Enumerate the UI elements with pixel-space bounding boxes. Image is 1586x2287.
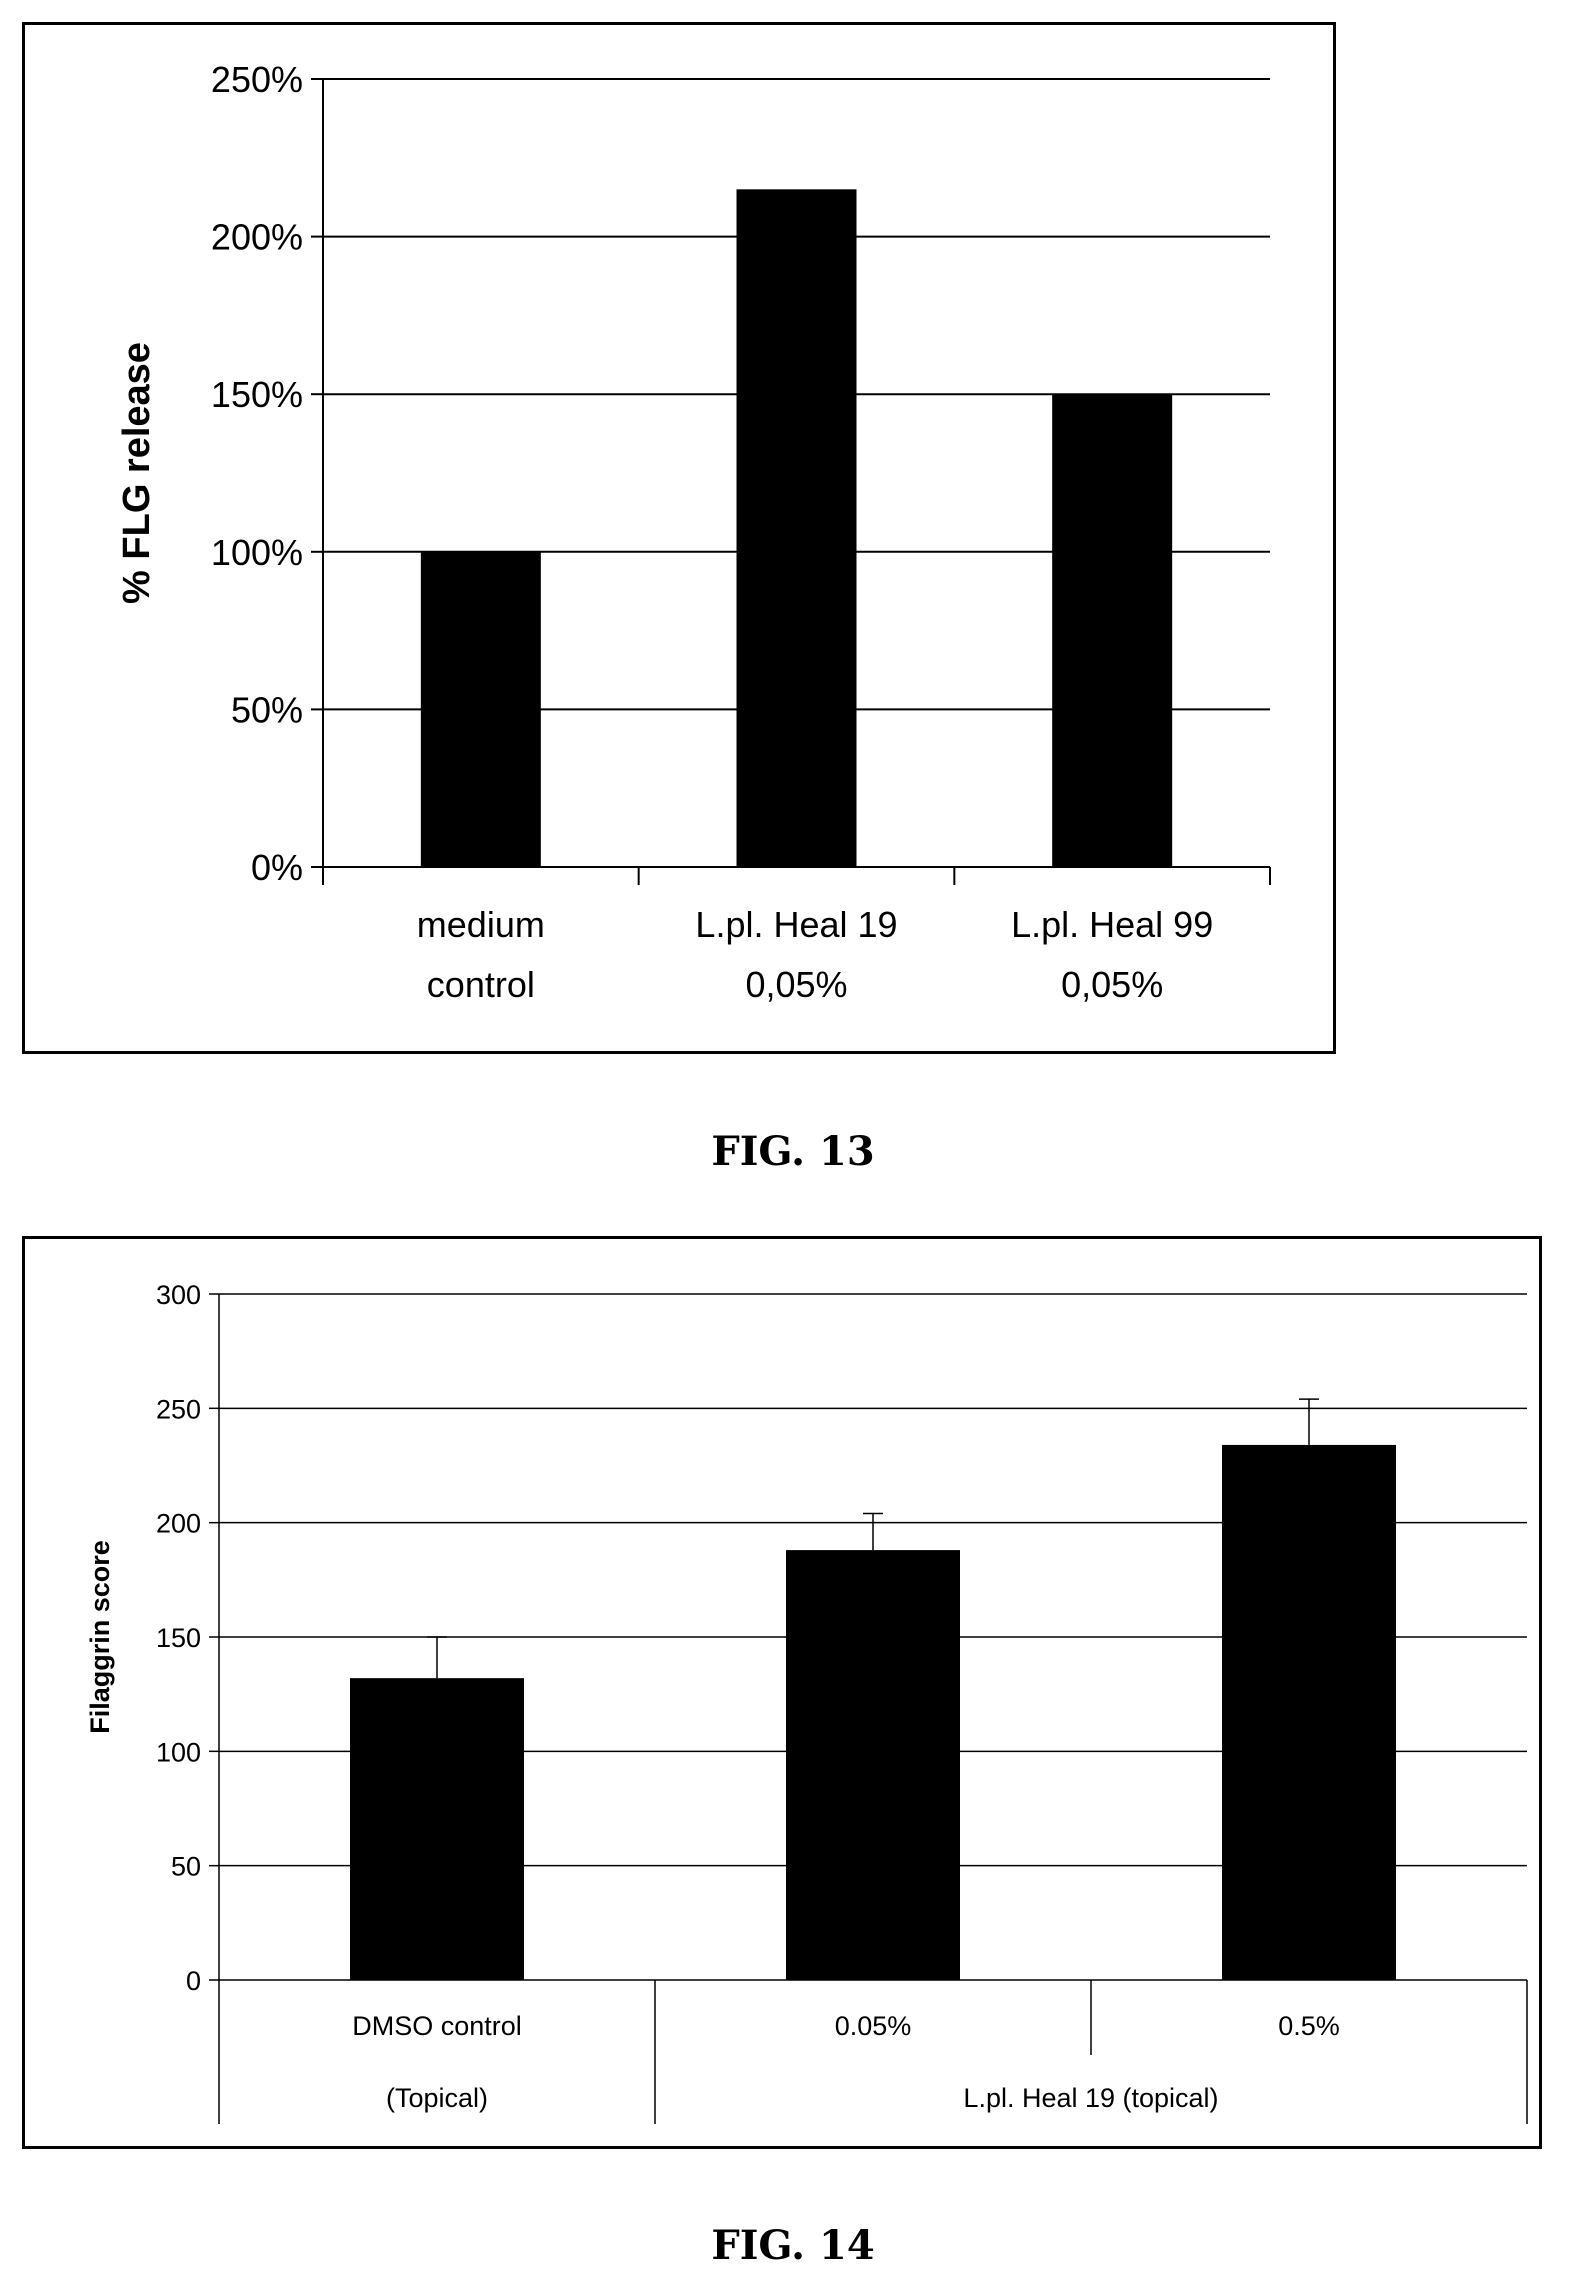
bar: [736, 189, 857, 867]
y-tick-label: 250: [156, 1394, 201, 1424]
bar: [350, 1678, 524, 1980]
fig14-chart: 0 50 100 150 200 250 300 DMSO control 0.05% 0.5% (…: [85, 1280, 1528, 2124]
fig13-chart-frame: 0% 50% 100% 150% 200% 250% medium control L.pl. …: [22, 22, 1336, 1054]
x-category-label: 0,05%: [1061, 964, 1163, 1005]
y-tick-label: 250%: [211, 59, 303, 100]
x-category-label: 0,05%: [745, 964, 847, 1005]
fig14-chart-frame: 0 50 100 150 200 250 300 DMSO control 0.05% 0.5% (…: [22, 1236, 1542, 2149]
y-tick-label: 300: [156, 1280, 201, 1310]
bar: [1222, 1444, 1396, 1980]
y-tick-label: 150: [156, 1623, 201, 1653]
x-category-label: L.pl. Heal 99: [1011, 904, 1213, 945]
y-tick-label: 100: [156, 1737, 201, 1767]
y-tick-label: 100%: [211, 532, 303, 573]
x-category-label: 0.5%: [1278, 2011, 1340, 2041]
bar: [420, 551, 541, 867]
y-tick-label: 50: [171, 1852, 201, 1882]
bar: [786, 1550, 960, 1980]
x-category-label: DMSO control: [352, 2011, 522, 2041]
x-category-label: medium: [417, 904, 545, 945]
y-axis-title: % FLG release: [116, 342, 158, 604]
x-group-label: (Topical): [386, 2083, 488, 2113]
y-tick-label: 0%: [251, 847, 303, 888]
bar: [1052, 394, 1173, 867]
y-axis-title: Filaggrin score: [85, 1540, 115, 1734]
y-tick-label: 50%: [231, 689, 303, 730]
x-category-label: 0.05%: [835, 2011, 912, 2041]
y-tick-label: 150%: [211, 374, 303, 415]
y-tick-label: 0: [186, 1966, 201, 1996]
x-category-label: L.pl. Heal 19: [695, 904, 897, 945]
x-group-label: L.pl. Heal 19 (topical): [963, 2083, 1218, 2113]
fig14-caption: FIG. 14: [711, 2222, 875, 2269]
x-category-label: control: [427, 964, 535, 1005]
fig13-caption: FIG. 13: [711, 1128, 875, 1175]
y-tick-label: 200: [156, 1509, 201, 1539]
y-tick-label: 200%: [211, 217, 303, 258]
fig13-chart: 0% 50% 100% 150% 200% 250% medium control L.pl. …: [116, 59, 1271, 1005]
